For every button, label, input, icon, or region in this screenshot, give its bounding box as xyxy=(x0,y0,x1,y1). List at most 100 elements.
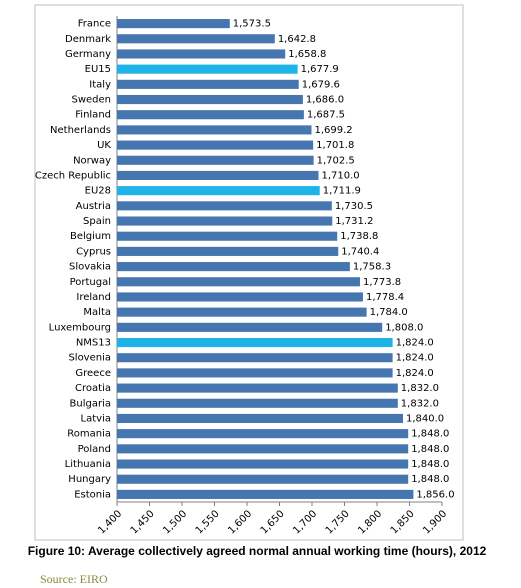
value-label: 1,686.0 xyxy=(306,95,344,106)
bar xyxy=(117,353,393,363)
value-label: 1,711.9 xyxy=(323,186,361,197)
bar xyxy=(117,398,398,408)
bar xyxy=(117,19,230,29)
bar xyxy=(117,459,409,469)
y-tick-label: Cyprus xyxy=(76,246,111,257)
source: Source: EIRO xyxy=(40,572,108,584)
bar xyxy=(117,49,286,59)
value-label: 1,701.8 xyxy=(316,140,354,151)
y-tick-label: Slovakia xyxy=(69,262,111,273)
y-tick-label: Germany xyxy=(65,49,111,60)
bar xyxy=(117,170,319,181)
value-label: 1,848.0 xyxy=(411,474,449,485)
value-label: 1,773.8 xyxy=(363,277,401,288)
value-label: 1,784.0 xyxy=(370,307,408,318)
y-tick-label: France xyxy=(78,19,111,30)
y-tick-label: Slovenia xyxy=(68,353,111,364)
bar xyxy=(117,34,275,44)
y-tick-label: Netherlands xyxy=(50,125,111,136)
y-tick-label: Denmark xyxy=(65,34,111,45)
value-label: 1,824.0 xyxy=(396,368,434,379)
y-tick-label: Luxembourg xyxy=(49,322,111,333)
bar xyxy=(117,337,393,348)
bar xyxy=(117,307,367,317)
value-label: 1,758.3 xyxy=(353,262,391,273)
value-label: 1,740.4 xyxy=(341,246,379,257)
y-tick-label: Croatia xyxy=(75,383,111,394)
bar xyxy=(117,429,409,439)
y-tick-label: Lithuania xyxy=(65,459,111,470)
value-label: 1,730.5 xyxy=(335,201,373,212)
y-tick-label: Sweden xyxy=(71,95,111,106)
value-label: 1,738.8 xyxy=(340,231,378,242)
value-label: 1,658.8 xyxy=(288,49,326,60)
y-tick-label: Malta xyxy=(83,307,111,318)
value-label: 1,731.2 xyxy=(335,216,373,227)
bar xyxy=(117,413,403,424)
value-label: 1,677.9 xyxy=(301,64,339,75)
y-tick-label: Portugal xyxy=(70,277,111,288)
y-tick-label: Czech Republic xyxy=(35,170,111,181)
y-tick-label: Finland xyxy=(75,110,111,121)
value-label: 1,832.0 xyxy=(401,398,439,409)
bar xyxy=(117,322,383,332)
y-tick-label: Ireland xyxy=(76,292,111,303)
bar xyxy=(117,262,350,272)
value-label: 1,573.5 xyxy=(233,19,271,30)
y-tick-label: NMS13 xyxy=(76,338,111,349)
y-tick-label: EU28 xyxy=(85,186,111,197)
y-tick-label: Greece xyxy=(75,368,111,379)
bar xyxy=(117,79,299,89)
value-label: 1,832.0 xyxy=(401,383,439,394)
value-label: 1,702.5 xyxy=(317,155,355,166)
value-label: 1,699.2 xyxy=(314,125,352,136)
bar xyxy=(117,246,339,256)
bar xyxy=(117,155,314,165)
bar xyxy=(117,201,332,211)
y-tick-label: Belgium xyxy=(70,231,111,242)
y-tick-label: EU15 xyxy=(85,64,111,75)
bar xyxy=(117,489,414,499)
y-tick-label: Austria xyxy=(76,201,111,212)
bar xyxy=(117,444,409,454)
value-label: 1,840.0 xyxy=(406,413,444,424)
y-tick-label: Italy xyxy=(89,79,111,90)
bar xyxy=(117,474,409,484)
y-tick-label: Romania xyxy=(67,429,111,440)
value-label: 1,642.8 xyxy=(278,34,316,45)
bar xyxy=(117,94,303,105)
y-tick-label: Poland xyxy=(78,444,111,455)
bar xyxy=(117,125,312,135)
y-tick-label: Latvia xyxy=(81,413,111,424)
bar xyxy=(117,186,320,196)
value-label: 1,856.0 xyxy=(416,489,454,500)
bar xyxy=(117,383,398,393)
bar xyxy=(117,64,298,74)
bar xyxy=(117,140,314,150)
value-label: 1,679.6 xyxy=(302,79,340,90)
caption: Figure 10: Average collectively agreed n… xyxy=(28,544,487,558)
value-label: 1,808.0 xyxy=(385,322,423,333)
y-tick-label: Hungary xyxy=(68,474,111,485)
value-label: 1,824.0 xyxy=(396,353,434,364)
y-tick-label: Norway xyxy=(73,155,111,166)
y-tick-label: Bulgaria xyxy=(70,398,111,409)
y-tick-label: Estonia xyxy=(74,489,111,500)
bar xyxy=(117,292,363,302)
bar xyxy=(117,110,304,120)
bar xyxy=(117,231,338,241)
y-tick-label: Spain xyxy=(83,216,111,227)
value-label: 1,848.0 xyxy=(411,444,449,455)
bar xyxy=(117,368,393,378)
y-tick-label: UK xyxy=(97,140,111,151)
value-label: 1,824.0 xyxy=(396,338,434,349)
value-label: 1,778.4 xyxy=(366,292,404,303)
value-label: 1,687.5 xyxy=(307,110,345,121)
value-label: 1,710.0 xyxy=(322,170,360,181)
bar xyxy=(117,216,333,226)
bar xyxy=(117,277,360,287)
value-label: 1,848.0 xyxy=(411,459,449,470)
value-label: 1,848.0 xyxy=(411,429,449,440)
